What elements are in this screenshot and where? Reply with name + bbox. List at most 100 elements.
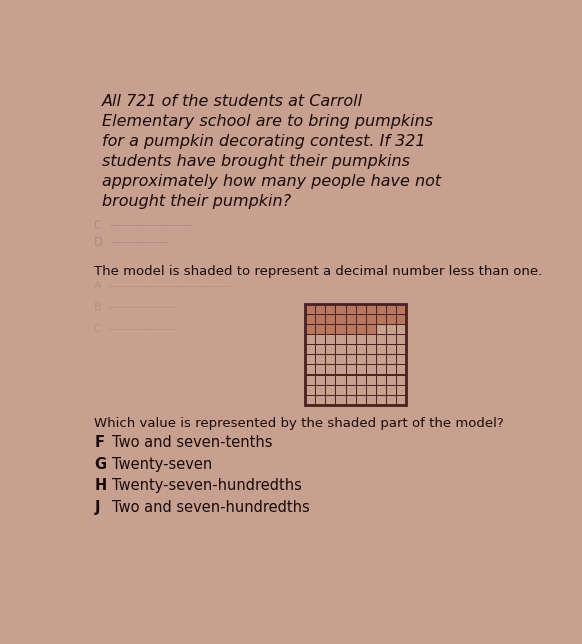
Bar [305,395,315,404]
Bar [325,314,335,325]
Bar [346,345,356,354]
Text: F: F [94,435,104,450]
Text: Two and seven-hundredths: Two and seven-hundredths [112,500,309,515]
Bar [396,395,406,404]
Bar [386,314,396,325]
Bar [356,314,365,325]
Bar [305,384,315,395]
Bar [335,354,346,365]
Text: C  ———————: C ——————— [94,219,193,232]
Bar [315,325,325,334]
Bar [315,334,325,345]
Bar [335,345,346,354]
Text: Twenty-seven: Twenty-seven [112,457,212,472]
Bar [305,354,315,365]
Text: Which value is represented by the shaded part of the model?: Which value is represented by the shaded… [94,417,504,430]
Bar [346,365,356,375]
Text: brought their pumpkin?: brought their pumpkin? [102,194,292,209]
Bar [325,375,335,384]
Bar [325,365,335,375]
Bar [396,375,406,384]
Bar [356,365,365,375]
Bar [376,354,386,365]
Text: students have brought their pumpkins: students have brought their pumpkins [102,155,410,169]
Bar [305,365,315,375]
Bar [356,334,365,345]
Text: A  ———————————: A ——————————— [94,281,232,290]
Bar [346,375,356,384]
Bar [325,384,335,395]
Bar [305,325,315,334]
Bar [396,334,406,345]
Bar [325,395,335,404]
Bar [396,305,406,314]
Bar [365,334,376,345]
Bar [335,365,346,375]
Text: G: G [94,457,107,472]
Bar [356,384,365,395]
Bar [356,354,365,365]
Bar [315,314,325,325]
Bar [365,314,376,325]
Bar [365,384,376,395]
Text: The model is shaded to represent a decimal number less than one.: The model is shaded to represent a decim… [94,265,542,278]
Bar [365,395,376,404]
Bar [335,334,346,345]
Bar [396,314,406,325]
Text: B  ——————: B —————— [94,302,176,312]
Bar [315,345,325,354]
Bar [386,384,396,395]
Bar [396,354,406,365]
Bar [335,305,346,314]
Bar [386,334,396,345]
Bar [335,395,346,404]
Bar [315,354,325,365]
Bar [346,305,356,314]
Bar [325,334,335,345]
Bar [346,384,356,395]
Bar [315,305,325,314]
Bar [305,305,315,314]
Bar [325,345,335,354]
Bar [335,314,346,325]
Bar [376,314,386,325]
Bar [305,305,406,404]
Bar [376,334,386,345]
Text: C  ——————: C —————— [94,324,176,334]
Text: for a pumpkin decorating contest. If 321: for a pumpkin decorating contest. If 321 [102,134,425,149]
Bar [376,384,386,395]
Bar [386,375,396,384]
Bar [386,354,396,365]
Bar [335,325,346,334]
Bar [365,305,376,314]
Text: approximately how many people have not: approximately how many people have not [102,175,441,189]
Bar [315,365,325,375]
Bar [325,354,335,365]
Bar [386,395,396,404]
Bar [365,325,376,334]
Bar [376,395,386,404]
Bar [356,345,365,354]
Bar [346,395,356,404]
Text: J: J [94,500,100,515]
Bar [356,395,365,404]
Bar [315,395,325,404]
Text: All 721 of the students at Carroll: All 721 of the students at Carroll [102,94,363,109]
Bar [335,375,346,384]
Bar [346,325,356,334]
Bar [305,345,315,354]
Bar [365,365,376,375]
Bar [396,345,406,354]
Bar [346,314,356,325]
Bar [346,334,356,345]
Bar [396,384,406,395]
Bar [376,305,386,314]
Bar [335,384,346,395]
Text: H: H [94,478,107,493]
Bar [365,375,376,384]
Bar [325,305,335,314]
Bar [376,365,386,375]
Bar [376,325,386,334]
Bar [386,305,396,314]
Bar [365,345,376,354]
